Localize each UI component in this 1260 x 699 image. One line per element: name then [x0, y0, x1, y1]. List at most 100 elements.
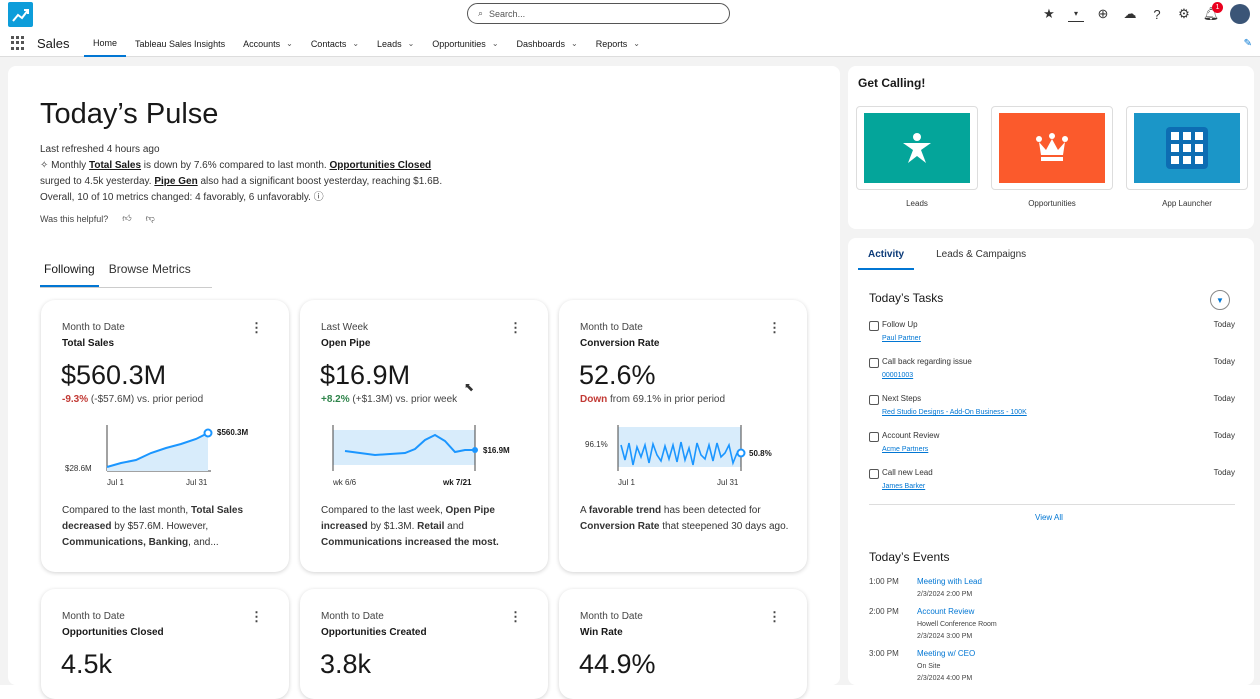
- metric-change: Down from 69.1% in prior period: [580, 394, 725, 405]
- favorites-star-icon[interactable]: ★: [1043, 6, 1055, 21]
- user-avatar[interactable]: [1230, 4, 1250, 24]
- total-sales-link[interactable]: Total Sales: [88, 160, 142, 171]
- y-start-label: $28.6M: [65, 464, 92, 473]
- edit-nav-pencil-icon[interactable]: ✎: [1243, 38, 1252, 49]
- change-text: (+$1.3M) vs. prior week: [349, 394, 458, 405]
- metric-card[interactable]: Month to Date Total Sales ⋮ $560.3M -9.3% (-…: [41, 300, 289, 572]
- app-launcher-tile[interactable]: [1126, 106, 1248, 190]
- y-start-label: 96.1%: [585, 440, 608, 449]
- thumbs-up-icon[interactable]: 👍︎: [122, 213, 132, 223]
- sparkline-chart: $28.6M $560.3M Jul 1 Jul 31: [65, 425, 248, 487]
- more-actions-icon[interactable]: ⋮: [509, 320, 522, 335]
- tab-following[interactable]: Following: [40, 258, 99, 287]
- summary-text: surged to 4.5k yesterday.: [40, 176, 155, 187]
- event-details: Howell Conference Room 2/3/2024 3:00 PM: [917, 619, 997, 643]
- global-actions-icon[interactable]: ⊕: [1097, 6, 1109, 21]
- task-related-link[interactable]: Acme Partners: [882, 446, 929, 453]
- global-header: ⌕ Search... ★ ▾ ⊕ ☁ ? ⚙ 🔔︎ 1: [0, 0, 1260, 30]
- chevron-down-icon[interactable]: ⌄: [571, 39, 578, 48]
- opportunities-closed-link[interactable]: Opportunities Closed: [329, 160, 432, 171]
- metric-card[interactable]: Month to Date Opportunities Closed ⋮ 4.5k: [41, 589, 289, 699]
- metric-insight-text: Compared to the last month, Total Sales …: [62, 505, 244, 548]
- view-all-link[interactable]: View All: [1035, 513, 1063, 522]
- metric-card[interactable]: Last Week Open Pipe ⋮ $16.9M +8.2% (+$1.3M) …: [300, 300, 548, 572]
- chevron-down-icon[interactable]: ⌄: [286, 39, 293, 48]
- event-details: 2/3/2024 2:00 PM: [917, 589, 972, 601]
- series-line: [344, 433, 475, 457]
- chevron-down-icon[interactable]: ⌄: [491, 39, 499, 48]
- chevron-down-icon[interactable]: ⌄: [407, 39, 415, 48]
- task-checkbox[interactable]: [869, 469, 879, 479]
- event-details: On Site 2/3/2024 4:00 PM: [917, 661, 972, 685]
- task-checkbox[interactable]: [869, 432, 879, 442]
- more-actions-icon[interactable]: ⋮: [768, 609, 781, 624]
- tab-leads-campaigns[interactable]: Leads & Campaigns: [936, 249, 1027, 260]
- summary-text: is down by 7.6% compared to last month.: [141, 160, 330, 171]
- app-logo[interactable]: [8, 2, 33, 27]
- more-actions-icon[interactable]: ⋮: [250, 320, 263, 335]
- metric-name: Open Pipe: [321, 338, 371, 349]
- task-related-link[interactable]: Red Studio Designs - Add-On Business - 1…: [882, 409, 1027, 416]
- metric-change: +8.2% (+$1.3M) vs. prior week: [321, 394, 457, 405]
- task-related-link[interactable]: James Barker: [882, 483, 926, 490]
- global-search-input[interactable]: ⌕ Search...: [467, 3, 730, 24]
- metric-card[interactable]: Month to Date Win Rate ⋮ 44.9%: [559, 589, 807, 699]
- metric-value: 4.5k: [61, 649, 113, 679]
- task-name: Call new Lead: [882, 468, 933, 477]
- activity-panel: Activity Leads & Campaigns Today’s Tasks…: [848, 238, 1254, 685]
- opportunities-tile[interactable]: [991, 106, 1113, 190]
- nav-item-tableau-sales-insights[interactable]: Tableau Sales Insights: [126, 30, 234, 57]
- more-actions-icon[interactable]: ⋮: [509, 609, 522, 624]
- trailhead-icon[interactable]: ☁: [1123, 6, 1137, 21]
- app-launcher-tile-bg: [1134, 113, 1240, 183]
- header-utility-icons: ★ ▾ ⊕ ☁ ? ⚙ 🔔︎ 1: [1041, 2, 1250, 24]
- event-name-link[interactable]: Account Review: [917, 607, 975, 616]
- metric-value: $560.3M: [61, 360, 167, 390]
- nav-item-accounts[interactable]: Accounts ⌄: [234, 30, 302, 57]
- thumbs-down-icon[interactable]: 👎︎: [145, 213, 155, 223]
- favorites-dropdown-icon[interactable]: ▾: [1068, 6, 1084, 22]
- sparkle-icon: ✧: [40, 160, 49, 171]
- setup-gear-icon[interactable]: ⚙: [1178, 6, 1190, 21]
- nav-item-home[interactable]: Home: [84, 30, 127, 57]
- nav-item-reports[interactable]: Reports ⌄: [587, 30, 649, 57]
- summary-text: Overall, 10 of 10 metrics changed: 4 fav…: [40, 192, 311, 203]
- tab-browse-metrics[interactable]: Browse Metrics: [108, 262, 191, 276]
- help-icon[interactable]: ?: [1153, 6, 1161, 22]
- tab-activity[interactable]: Activity: [858, 246, 915, 270]
- chevron-down-icon[interactable]: ⌄: [352, 39, 360, 48]
- task-related-link[interactable]: 00001003: [882, 372, 914, 379]
- task-name: Account Review: [882, 431, 940, 440]
- chevron-down-icon[interactable]: ⌄: [633, 39, 640, 48]
- last-refreshed-text: Last refreshed 4 hours ago: [40, 144, 160, 155]
- task-checkbox[interactable]: [869, 321, 879, 331]
- change-text: (-$57.6M) vs. prior period: [88, 394, 204, 405]
- change-value: -9.3%: [62, 394, 89, 405]
- notifications-bell-icon[interactable]: 🔔︎ 1: [1203, 2, 1223, 22]
- metric-card[interactable]: Month to Date Conversion Rate ⋮ 52.6% Down f…: [559, 300, 807, 572]
- pipe-gen-link[interactable]: Pipe Gen: [154, 176, 198, 187]
- nav-item-label: Tableau Sales Insights: [135, 38, 226, 49]
- nav-item-leads[interactable]: Leads ⌄: [368, 30, 423, 57]
- task-related-link[interactable]: Paul Partner: [882, 335, 921, 342]
- task-item: Call new Lead James Barker Today: [869, 468, 1235, 498]
- task-checkbox[interactable]: [869, 358, 879, 368]
- info-icon[interactable]: ⓘ: [313, 192, 324, 203]
- nav-item-contacts[interactable]: Contacts ⌄: [302, 30, 368, 57]
- range-band: [333, 430, 475, 465]
- leads-tile[interactable]: [856, 106, 978, 190]
- nav-item-dashboards[interactable]: Dashboards ⌄: [508, 30, 587, 57]
- event-name-link[interactable]: Meeting with Lead: [917, 577, 982, 586]
- tasks-filter-dropdown-icon[interactable]: ▼: [1210, 290, 1230, 310]
- pulse-tabs: Following Browse Metrics: [40, 258, 212, 288]
- y-end-label: 50.8%: [749, 449, 772, 458]
- event-name-link[interactable]: Meeting w/ CEO: [917, 649, 976, 658]
- more-actions-icon[interactable]: ⋮: [250, 609, 263, 624]
- task-checkbox[interactable]: [869, 395, 879, 405]
- metric-card[interactable]: Month to Date Opportunities Created ⋮ 3.8k: [300, 589, 548, 699]
- metric-value: 3.8k: [320, 649, 372, 679]
- more-actions-icon[interactable]: ⋮: [768, 320, 781, 335]
- app-launcher-waffle-icon[interactable]: [11, 36, 25, 50]
- person-icon: [903, 133, 931, 163]
- nav-item-opportunities[interactable]: Opportunities ⌄: [423, 30, 507, 57]
